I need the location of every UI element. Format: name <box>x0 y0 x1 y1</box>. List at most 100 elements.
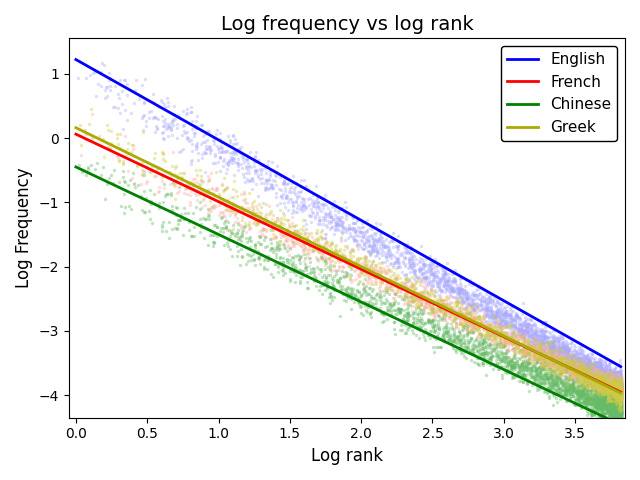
Point <box>615 382 625 390</box>
Point <box>557 366 568 373</box>
Point <box>571 388 581 396</box>
Point <box>591 370 602 378</box>
Point <box>342 244 352 252</box>
Point <box>509 329 520 336</box>
Point <box>545 348 556 356</box>
Point <box>595 370 605 377</box>
Point <box>596 375 607 383</box>
Point <box>378 298 388 306</box>
Point <box>318 243 328 251</box>
Point <box>600 377 611 385</box>
Point <box>596 388 607 396</box>
Point <box>306 205 316 213</box>
Point <box>77 168 87 176</box>
Point <box>583 364 593 372</box>
Point <box>488 331 498 338</box>
Point <box>477 342 487 350</box>
Point <box>598 373 608 381</box>
Point <box>264 175 274 183</box>
Point <box>280 184 290 192</box>
Point <box>596 410 607 418</box>
Point <box>611 383 621 390</box>
Point <box>462 317 472 325</box>
Point <box>553 366 563 373</box>
Point <box>536 346 546 354</box>
Point <box>613 390 623 398</box>
Point <box>340 225 351 232</box>
Point <box>606 386 616 394</box>
Point <box>602 386 612 394</box>
Point <box>360 269 371 276</box>
Point <box>612 392 622 399</box>
Point <box>540 371 550 379</box>
Point <box>506 318 516 325</box>
Point <box>440 325 451 333</box>
Point <box>584 372 594 380</box>
Point <box>428 324 438 332</box>
Point <box>584 358 594 365</box>
Point <box>512 341 522 348</box>
Point <box>598 391 609 399</box>
Point <box>609 377 619 385</box>
Point <box>346 288 356 295</box>
Point <box>611 383 621 391</box>
Point <box>479 299 490 306</box>
Point <box>609 371 619 379</box>
Point <box>195 205 205 213</box>
Point <box>616 387 626 395</box>
Point <box>600 409 610 417</box>
Point <box>378 288 388 295</box>
Point <box>604 376 614 384</box>
Point <box>605 372 615 380</box>
Point <box>611 401 621 408</box>
Point <box>573 361 583 369</box>
Point <box>515 362 525 370</box>
Point <box>597 372 607 380</box>
Point <box>562 359 572 367</box>
Point <box>576 347 586 354</box>
Point <box>616 382 626 389</box>
Point <box>556 355 566 362</box>
Point <box>615 387 625 395</box>
Point <box>298 222 308 230</box>
Point <box>513 348 524 356</box>
Point <box>613 381 623 389</box>
Point <box>535 327 545 335</box>
Point <box>610 408 620 416</box>
Point <box>383 306 393 313</box>
Point <box>340 286 351 293</box>
Point <box>294 192 304 200</box>
Point <box>392 259 403 267</box>
Point <box>608 394 618 401</box>
Point <box>595 415 605 422</box>
Point <box>614 399 625 407</box>
Point <box>596 385 607 393</box>
Point <box>568 358 579 366</box>
Point <box>566 339 576 347</box>
Point <box>600 389 610 397</box>
Point <box>615 382 625 389</box>
Point <box>615 405 625 413</box>
Point <box>538 339 548 347</box>
Point <box>489 322 499 330</box>
Point <box>504 311 515 318</box>
Point <box>607 384 617 392</box>
Point <box>473 312 483 320</box>
Point <box>515 334 525 342</box>
Point <box>586 379 596 386</box>
Point <box>616 396 626 404</box>
Point <box>607 381 618 389</box>
Point <box>336 217 346 225</box>
Point <box>492 339 502 347</box>
Point <box>608 389 618 396</box>
Point <box>542 373 552 381</box>
Point <box>545 338 556 346</box>
Point <box>449 315 460 323</box>
Point <box>568 362 578 370</box>
Point <box>471 300 481 308</box>
Point <box>600 376 610 384</box>
Point <box>616 387 626 395</box>
Point <box>589 371 599 378</box>
Point <box>615 390 625 398</box>
Point <box>589 378 599 385</box>
